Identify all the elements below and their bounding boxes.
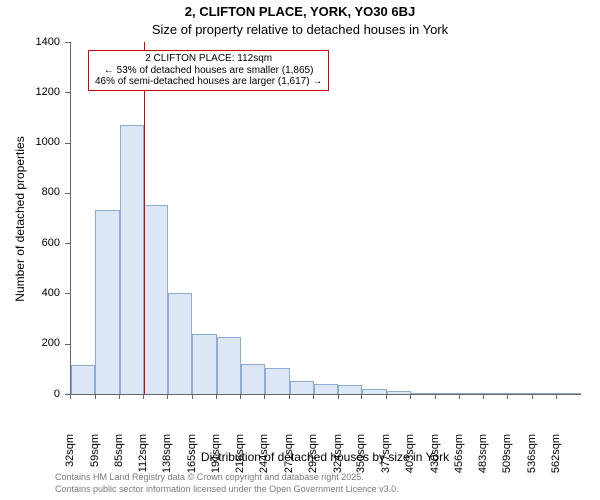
x-tick-label: 191sqm — [210, 434, 222, 494]
x-tick-label: 483sqm — [477, 434, 489, 494]
histogram-bar — [144, 205, 168, 394]
histogram-bar — [532, 393, 556, 394]
y-tick-label: 200 — [0, 337, 60, 349]
y-tick-label: 800 — [0, 186, 60, 198]
x-tick-mark — [313, 394, 314, 399]
y-tick-label: 1400 — [0, 36, 60, 48]
x-tick-mark — [143, 394, 144, 399]
chart-container: 2, CLIFTON PLACE, YORK, YO30 6BJ Size of… — [0, 0, 600, 500]
histogram-bar — [484, 393, 508, 394]
x-tick-label: 138sqm — [161, 434, 173, 494]
x-tick-label: 509sqm — [501, 434, 513, 494]
x-tick-label: 165sqm — [186, 434, 198, 494]
histogram-bar — [435, 393, 459, 394]
histogram-bar — [314, 384, 338, 394]
y-tick-mark — [65, 92, 70, 93]
x-tick-label: 297sqm — [307, 434, 319, 494]
x-tick-mark — [338, 394, 339, 399]
x-tick-label: 85sqm — [113, 434, 125, 494]
x-tick-mark — [507, 394, 508, 399]
x-tick-label: 403sqm — [404, 434, 416, 494]
footer-line2: Contains public sector information licen… — [55, 484, 399, 494]
histogram-bar — [120, 125, 144, 394]
x-tick-mark — [240, 394, 241, 399]
x-tick-label: 377sqm — [380, 434, 392, 494]
chart-title-line2: Size of property relative to detached ho… — [0, 22, 600, 37]
histogram-bar — [168, 293, 192, 394]
y-tick-label: 1000 — [0, 136, 60, 148]
histogram-bar — [290, 381, 314, 394]
y-tick-label: 600 — [0, 237, 60, 249]
histogram-bar — [460, 393, 484, 394]
x-tick-label: 218sqm — [234, 434, 246, 494]
annotation-line3: 46% of semi-detached houses are larger (… — [95, 76, 322, 88]
x-tick-label: 32sqm — [64, 434, 76, 494]
histogram-bar — [411, 393, 435, 394]
histogram-bar — [557, 393, 581, 394]
x-tick-label: 244sqm — [258, 434, 270, 494]
y-tick-label: 0 — [0, 388, 60, 400]
x-tick-mark — [386, 394, 387, 399]
y-tick-mark — [65, 42, 70, 43]
annotation-box: 2 CLIFTON PLACE: 112sqm ← 53% of detache… — [88, 50, 329, 91]
x-tick-mark — [70, 394, 71, 399]
x-tick-label: 59sqm — [89, 434, 101, 494]
histogram-bar — [338, 385, 362, 394]
annotation-line2: ← 53% of detached houses are smaller (1,… — [95, 65, 322, 77]
x-tick-label: 430sqm — [429, 434, 441, 494]
plot-area — [70, 42, 581, 395]
y-tick-mark — [65, 293, 70, 294]
x-tick-mark — [119, 394, 120, 399]
x-tick-mark — [410, 394, 411, 399]
x-tick-label: 324sqm — [332, 434, 344, 494]
histogram-bar — [387, 391, 411, 394]
histogram-bar — [217, 337, 241, 394]
histogram-bar — [192, 334, 216, 394]
x-tick-mark — [483, 394, 484, 399]
x-tick-mark — [459, 394, 460, 399]
y-tick-mark — [65, 193, 70, 194]
x-tick-mark — [556, 394, 557, 399]
x-tick-mark — [435, 394, 436, 399]
x-tick-mark — [95, 394, 96, 399]
x-tick-mark — [167, 394, 168, 399]
y-tick-label: 1200 — [0, 86, 60, 98]
histogram-bar — [71, 365, 95, 394]
annotation-line1: 2 CLIFTON PLACE: 112sqm — [95, 53, 322, 65]
histogram-bar — [95, 210, 119, 394]
x-tick-mark — [361, 394, 362, 399]
y-tick-label: 400 — [0, 287, 60, 299]
chart-title-line1: 2, CLIFTON PLACE, YORK, YO30 6BJ — [0, 4, 600, 19]
histogram-bar — [508, 393, 532, 394]
x-tick-mark — [532, 394, 533, 399]
x-tick-label: 350sqm — [355, 434, 367, 494]
x-tick-label: 112sqm — [137, 434, 149, 494]
x-tick-label: 562sqm — [550, 434, 562, 494]
y-tick-mark — [65, 344, 70, 345]
reference-line — [144, 42, 145, 394]
x-tick-mark — [192, 394, 193, 399]
x-tick-label: 536sqm — [526, 434, 538, 494]
x-tick-label: 456sqm — [453, 434, 465, 494]
histogram-bar — [265, 368, 289, 394]
y-tick-mark — [65, 243, 70, 244]
x-tick-label: 271sqm — [283, 434, 295, 494]
histogram-bar — [362, 389, 386, 394]
y-tick-mark — [65, 143, 70, 144]
x-tick-mark — [289, 394, 290, 399]
histogram-bar — [241, 364, 265, 394]
x-tick-mark — [264, 394, 265, 399]
x-tick-mark — [216, 394, 217, 399]
